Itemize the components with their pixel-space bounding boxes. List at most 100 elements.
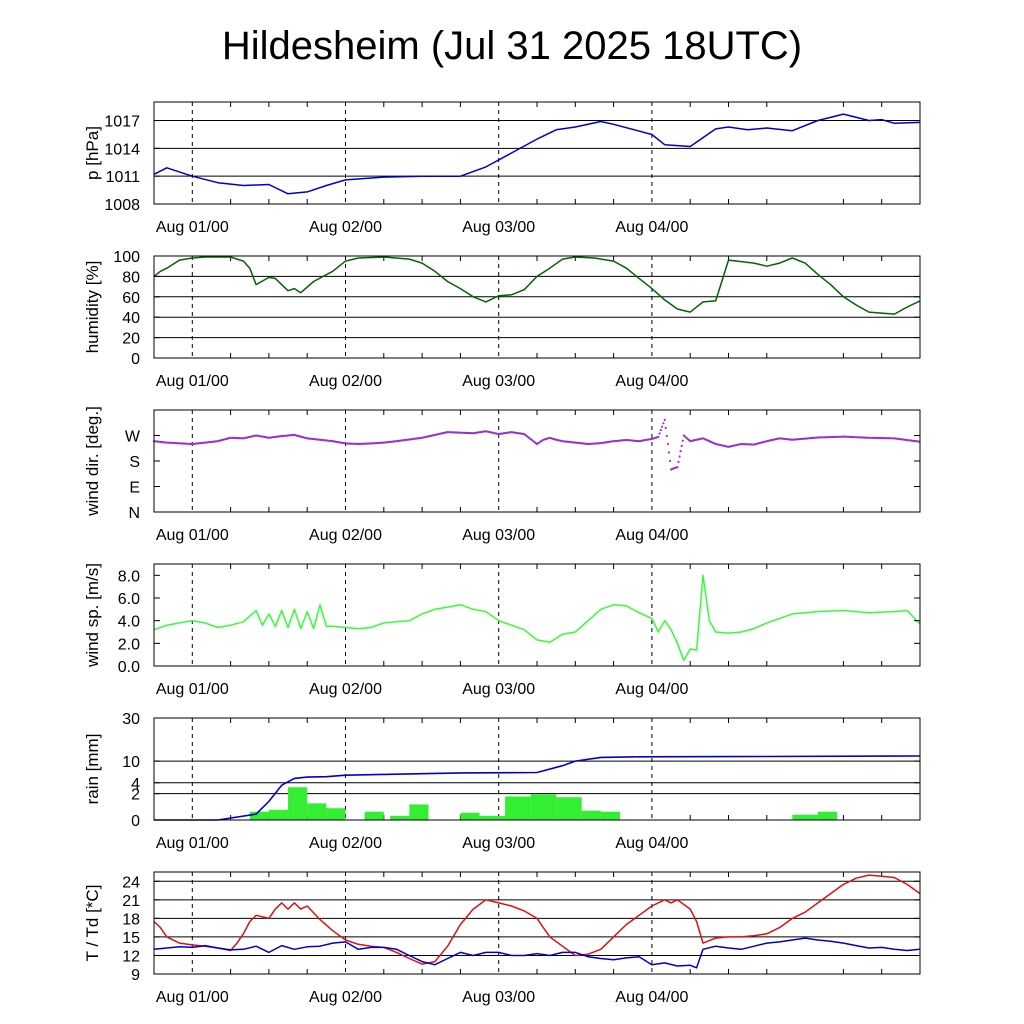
- humidity-x-tick-label: Aug 04/00: [615, 373, 688, 390]
- temperature-y-axis-label: T / Td [*C]: [83, 885, 102, 962]
- wind-direction-y-tick-label: N: [128, 505, 140, 522]
- rain-y-tick-label: 30: [122, 711, 140, 728]
- temperature-series-line-dewpoint: [153, 937, 921, 969]
- wind-direction-point: [678, 455, 681, 458]
- rain-x-tick-label: Aug 02/00: [309, 835, 382, 852]
- wind-speed-y-tick-label: 2.0: [118, 636, 140, 653]
- temperature-y-tick-label: 18: [122, 911, 140, 928]
- wind-direction-point: [917, 440, 920, 443]
- pressure-y-tick-label: 1008: [104, 197, 140, 214]
- humidity-y-tick-label: 0: [131, 351, 140, 368]
- temperature-y-tick-label: 12: [122, 948, 140, 965]
- temperature-x-tick-label: Aug 03/00: [462, 989, 535, 1006]
- rain-bar: [326, 808, 346, 820]
- rain-bar: [364, 811, 384, 820]
- humidity-panel: 0 20 40 60 80 100 humidity [%] Aug 01/00 Aug 02/…: [83, 249, 921, 390]
- rain-panel: 0 24 10 30 rain [mm] Aug 01/00 Aug 02/00 Aug 03…: [83, 711, 921, 852]
- wind-direction-point: [659, 429, 662, 432]
- wind-direction-point: [676, 466, 679, 469]
- pressure-x-tick-label: Aug 01/00: [156, 219, 229, 236]
- wind-direction-point: [661, 425, 664, 428]
- wind-direction-y-axis-label: wind dir. [deg.]: [83, 406, 102, 517]
- humidity-y-tick-label: 100: [113, 249, 140, 266]
- humidity-frame: [153, 255, 921, 359]
- rain-bar: [505, 796, 531, 820]
- wind-direction-x-tick-label: Aug 01/00: [156, 527, 229, 544]
- wind-direction-x-tick-label: Aug 02/00: [309, 527, 382, 544]
- rain-y-tick-label: 10: [122, 754, 140, 771]
- wind-direction-point: [680, 444, 683, 447]
- temperature-series-line-temperature: [153, 874, 921, 965]
- wind-direction-point: [666, 442, 670, 446]
- rain-bar: [288, 787, 308, 820]
- humidity-y-tick-label: 20: [122, 331, 140, 348]
- temperature-x-tick-label: Aug 02/00: [309, 989, 382, 1006]
- rain-y-tick-label: 2: [131, 787, 140, 804]
- wind-direction-point: [664, 426, 667, 429]
- rain-bar: [268, 809, 289, 820]
- wind-direction-x-tick-label: Aug 04/00: [615, 527, 688, 544]
- temperature-y-tick-label: 21: [122, 893, 140, 910]
- humidity-series-line-humidity: [153, 256, 921, 315]
- wind-direction-y-tick-label: E: [129, 480, 140, 497]
- wind-direction-point: [657, 435, 660, 438]
- wind-speed-y-axis-label: wind sp. [m/s]: [83, 563, 102, 668]
- wind-direction-point: [663, 418, 666, 421]
- rain-bar: [530, 794, 557, 820]
- rain-y-tick-label: 0: [131, 813, 140, 830]
- rain-bar: [409, 804, 429, 820]
- chart-title: Hildesheim (Jul 31 2025 18UTC): [221, 24, 803, 68]
- wind-speed-y-tick-label: 8.0: [118, 568, 140, 585]
- wind-direction-point: [668, 459, 672, 463]
- pressure-x-tick-label: Aug 02/00: [309, 219, 382, 236]
- humidity-x-tick-label: Aug 02/00: [309, 373, 382, 390]
- humidity-x-tick-label: Aug 03/00: [462, 373, 535, 390]
- wind-direction-point: [667, 451, 671, 454]
- humidity-y-tick-label: 60: [122, 290, 140, 307]
- rain-bar: [249, 811, 269, 820]
- wind-direction-point: [677, 460, 680, 463]
- pressure-x-tick-label: Aug 04/00: [615, 219, 688, 236]
- rain-x-tick-label: Aug 04/00: [615, 835, 688, 852]
- wind-direction-frame: [153, 409, 921, 513]
- rain-bar: [460, 812, 480, 820]
- rain-bar: [581, 810, 601, 820]
- wind-speed-y-tick-label: 6.0: [118, 591, 140, 608]
- pressure-frame: [153, 101, 921, 205]
- rain-x-tick-label: Aug 03/00: [462, 835, 535, 852]
- rain-bar: [479, 815, 506, 820]
- pressure-y-tick-label: 1014: [104, 141, 140, 158]
- rain-bar: [390, 815, 410, 820]
- pressure-y-tick-label: 1011: [106, 169, 141, 186]
- wind-speed-y-tick-label: 0.0: [118, 659, 140, 676]
- humidity-y-tick-label: 40: [122, 310, 140, 327]
- wind-speed-y-tick-label: 4.0: [118, 614, 140, 631]
- rain-bar: [307, 803, 327, 820]
- rain-y-tick-label: 4: [131, 776, 140, 793]
- wind-speed-panel: 0.0 2.0 4.0 6.0 8.0 wind sp. [m/s] Aug 01/00 Au…: [83, 563, 921, 698]
- temperature-frame: [153, 871, 921, 975]
- rain-y-axis-label: rain [mm]: [83, 734, 102, 805]
- wind-direction-y-tick-label: S: [129, 454, 140, 471]
- temperature-y-tick-label: 15: [122, 930, 140, 947]
- wind-direction-point: [662, 422, 665, 425]
- humidity-y-axis-label: humidity [%]: [83, 261, 102, 354]
- wind-speed-frame: [153, 563, 921, 667]
- wind-direction-point: [658, 432, 661, 435]
- wind-speed-x-tick-label: Aug 04/00: [615, 681, 688, 698]
- humidity-y-tick-label: 80: [122, 269, 140, 286]
- rain-bar: [600, 811, 620, 820]
- humidity-x-tick-label: Aug 01/00: [156, 373, 229, 390]
- temperature-y-tick-label: 9: [131, 967, 140, 984]
- wind-direction-x-tick-label: Aug 03/00: [462, 527, 535, 544]
- temperature-x-tick-label: Aug 04/00: [615, 989, 688, 1006]
- rain-x-tick-label: Aug 01/00: [156, 835, 229, 852]
- wind-direction-point: [679, 450, 682, 453]
- wind-direction-y-tick-label: W: [125, 429, 141, 446]
- rain-frame: [153, 717, 921, 821]
- rain-accumulated-line: [154, 755, 921, 821]
- wind-direction-point: [681, 439, 684, 442]
